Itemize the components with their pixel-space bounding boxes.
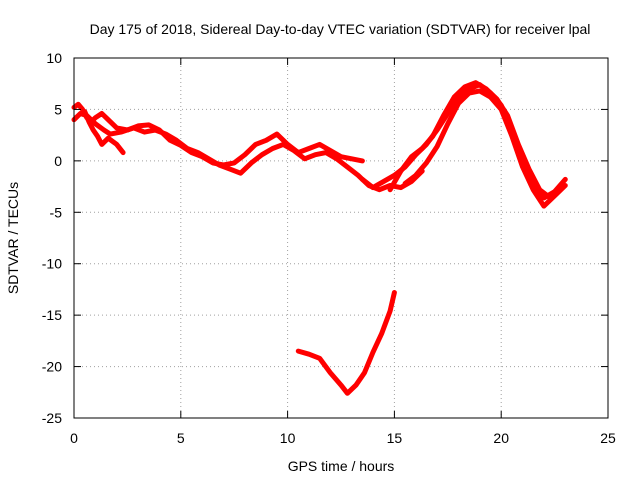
chart-title: Day 175 of 2018, Sidereal Day-to-day VTE… — [90, 21, 591, 37]
y-tick-label: -25 — [42, 410, 62, 426]
plot-frame — [73, 57, 609, 419]
y-tick-label: -10 — [42, 256, 62, 272]
x-tick-label: 10 — [280, 430, 296, 446]
series-track-3 — [82, 109, 126, 156]
axis-ticks — [73, 57, 609, 419]
x-tick-label: 0 — [70, 430, 78, 446]
y-tick-label: 5 — [54, 101, 62, 117]
x-tick-label: 15 — [387, 430, 403, 446]
x-axis-label: GPS time / hours — [288, 458, 395, 474]
data-series — [71, 80, 568, 396]
series-track-7 — [295, 290, 397, 396]
grid-lines — [74, 58, 608, 418]
x-tick-labels: 0 5 10 15 20 25 — [70, 430, 616, 446]
y-tick-labels: -25 -20 -15 -10 -5 0 5 10 — [42, 50, 62, 426]
series-track-6 — [402, 88, 568, 209]
x-tick-label: 25 — [600, 430, 616, 446]
y-tick-label: -15 — [42, 307, 62, 323]
x-tick-label: 20 — [493, 430, 509, 446]
x-tick-label: 5 — [177, 430, 185, 446]
y-tick-label: -20 — [42, 359, 62, 375]
series-track-5 — [387, 80, 564, 201]
y-tick-label: 0 — [54, 153, 62, 169]
y-tick-label: -5 — [50, 204, 63, 220]
y-tick-label: 10 — [46, 50, 62, 66]
y-axis-label: SDTVAR / TECUs — [5, 182, 21, 294]
